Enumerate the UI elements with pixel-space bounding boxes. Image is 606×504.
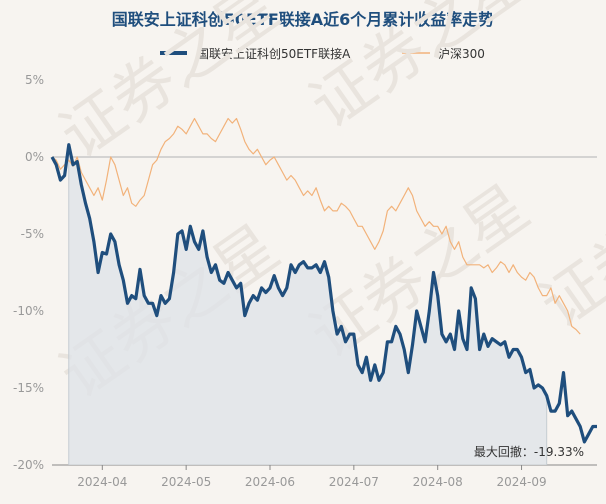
y-tick-label: -5% — [21, 227, 44, 241]
y-tick-label: 5% — [25, 73, 44, 87]
x-tick-label: 2024-07 — [329, 475, 379, 489]
x-tick-label: 2024-05 — [161, 475, 211, 489]
chart-title: 国联安上证科创50ETF联接A近6个月累计收益率走势 — [112, 10, 495, 29]
x-tick-label: 2024-08 — [413, 475, 463, 489]
y-tick-label: 0% — [25, 150, 44, 164]
max-drawdown-area — [68, 144, 547, 465]
x-tick-label: 2024-09 — [496, 475, 546, 489]
y-tick-label: -20% — [13, 458, 44, 472]
max-drawdown-label: 最大回撤：-19.33% — [474, 444, 584, 459]
x-tick-label: 2024-06 — [245, 475, 295, 489]
series-line-fund — [50, 143, 597, 444]
legend-label-index: 沪深300 — [438, 47, 485, 61]
watermark-text: 证券之星 — [527, 140, 606, 342]
y-tick-label: -15% — [13, 381, 44, 395]
y-tick-label: -10% — [13, 304, 44, 318]
x-tick-label: 2024-04 — [77, 475, 127, 489]
legend-label-fund: 国联安上证科创50ETF联接A — [197, 46, 351, 61]
series-line-hs300 — [51, 117, 581, 335]
watermark-text: 证券之星 — [47, 0, 292, 172]
